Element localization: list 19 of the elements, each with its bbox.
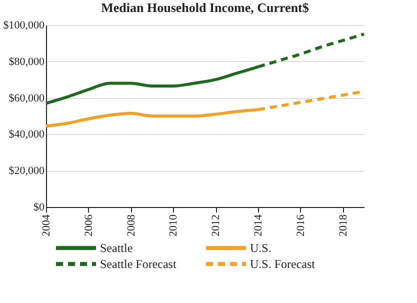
y-tick-label: $40,000 [8, 128, 45, 141]
legend-label: Seattle [100, 241, 133, 255]
y-tick-label: $100,000 [3, 20, 45, 32]
legend-label: U.S. Forecast [250, 257, 316, 271]
legend-label: Seattle Forecast [100, 257, 177, 271]
y-tick-label: $60,000 [8, 92, 45, 104]
x-tick-label: 2016 [294, 214, 307, 236]
x-tick-label: 2014 [252, 214, 264, 236]
y-tick-label: $0 [34, 202, 45, 214]
x-tick-label: 2008 [125, 214, 138, 236]
chart-title: Median Household Income, Current$ [101, 0, 310, 15]
x-tick-label: 2010 [168, 214, 180, 236]
x-tick-label: 2006 [82, 214, 95, 236]
y-tick-label: $20,000 [8, 165, 45, 178]
x-tick-label: 2012 [210, 214, 222, 236]
x-tick-label: 2004 [40, 214, 52, 236]
x-tick-label: 2018 [337, 214, 350, 236]
y-tick-label: $80,000 [8, 56, 45, 68]
legend-label: U.S. [250, 241, 272, 255]
